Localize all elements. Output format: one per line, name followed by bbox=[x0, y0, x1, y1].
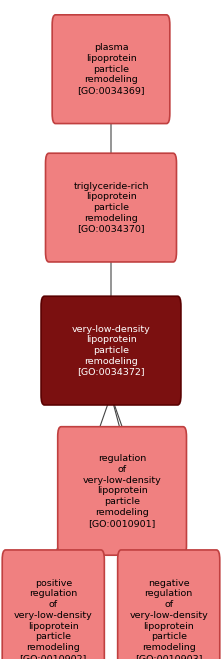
FancyBboxPatch shape bbox=[2, 550, 104, 659]
FancyBboxPatch shape bbox=[52, 14, 170, 124]
Text: very-low-density
lipoprotein
particle
remodeling
[GO:0034372]: very-low-density lipoprotein particle re… bbox=[72, 325, 150, 376]
FancyBboxPatch shape bbox=[118, 550, 220, 659]
Text: positive
regulation
of
very-low-density
lipoprotein
particle
remodeling
[GO:0010: positive regulation of very-low-density … bbox=[14, 579, 93, 659]
FancyBboxPatch shape bbox=[41, 297, 181, 405]
Text: negative
regulation
of
very-low-density
lipoprotein
particle
remodeling
[GO:0010: negative regulation of very-low-density … bbox=[129, 579, 208, 659]
Text: triglyceride-rich
lipoprotein
particle
remodeling
[GO:0034370]: triglyceride-rich lipoprotein particle r… bbox=[73, 182, 149, 233]
Text: plasma
lipoprotein
particle
remodeling
[GO:0034369]: plasma lipoprotein particle remodeling [… bbox=[77, 43, 145, 95]
Text: regulation
of
very-low-density
lipoprotein
particle
remodeling
[GO:0010901]: regulation of very-low-density lipoprote… bbox=[83, 454, 161, 528]
FancyBboxPatch shape bbox=[58, 427, 186, 555]
FancyBboxPatch shape bbox=[46, 153, 176, 262]
